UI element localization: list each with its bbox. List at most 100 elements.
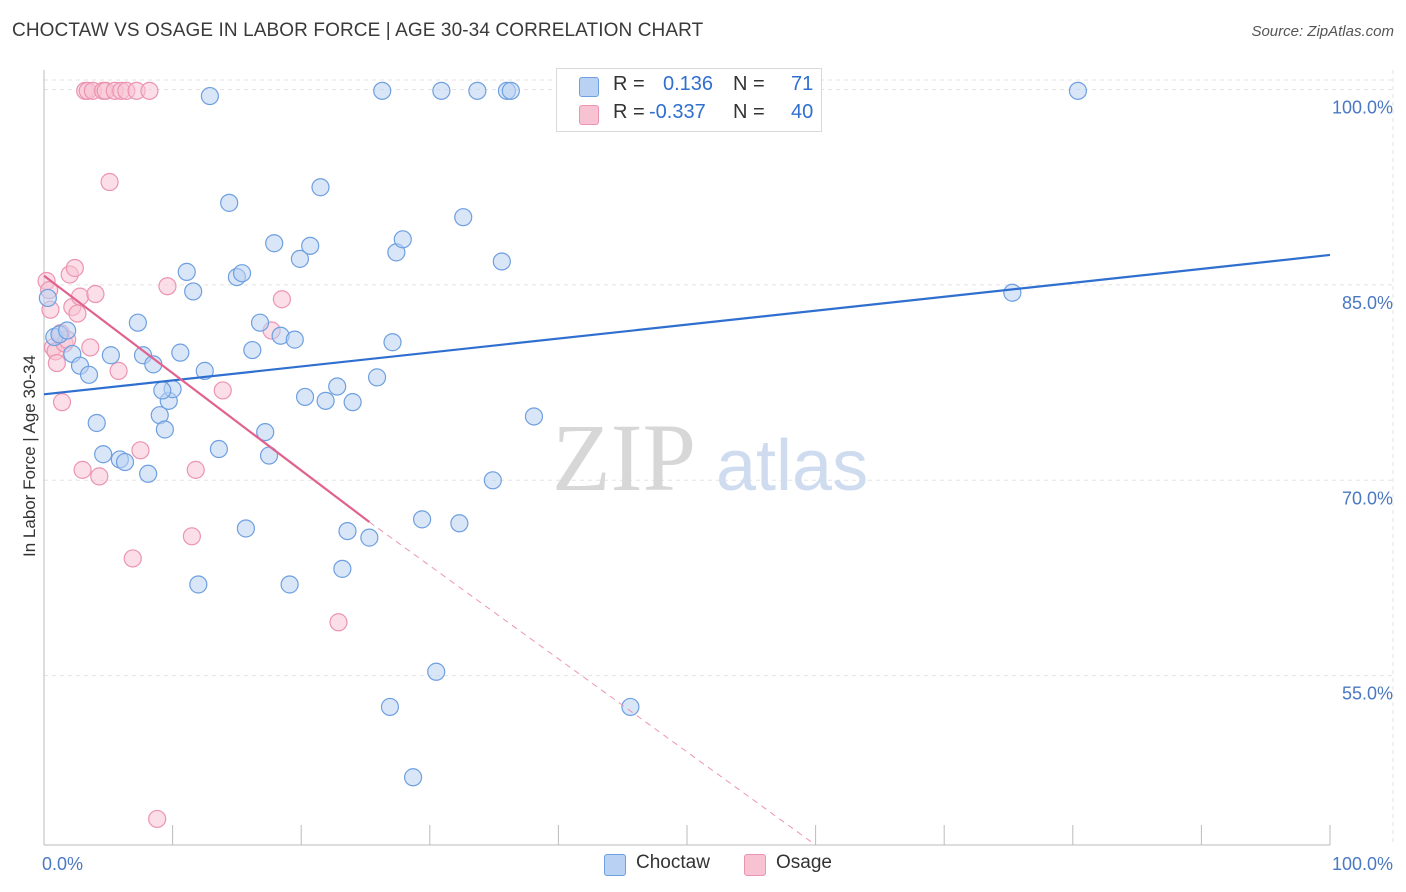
choctaw-point [367,368,387,387]
osage-point [148,809,167,829]
osage-point [68,304,87,323]
series-legend: Choctaw Osage [0,852,1406,880]
choctaw-point [311,178,330,197]
y-axis-title: In Labor Force | Age 30-34 [20,355,39,557]
choctaw-point [58,321,77,340]
y-tick-label: 55.0% [1342,684,1393,704]
choctaw-point [285,330,304,349]
legend-label-choctaw: Choctaw [636,852,710,873]
source-label: Source: ZipAtlas.com [1251,23,1394,40]
y-tick-label: 85.0% [1342,293,1393,313]
choctaw-point [492,252,511,271]
legend-n-label: N = [733,101,765,123]
legend-row-osage: R = -0.337 N = 40 [579,101,813,127]
axes [43,70,1331,846]
choctaw-point [412,510,432,529]
choctaw-point [393,230,412,249]
osage-point [65,258,84,278]
choctaw-point [79,365,99,384]
choctaw-point [432,81,451,100]
osage-point [123,549,142,568]
choctaw-point [343,393,362,412]
legend-n-value: 40 [791,101,814,123]
choctaw-point [139,464,158,483]
choctaw-point [38,288,57,308]
choctaw-point [256,423,275,442]
osage-swatch [579,105,599,125]
osage-point [47,353,66,373]
x-tick-label-min: 0.0% [42,854,83,874]
choctaw-point [380,697,400,717]
osage-point [213,381,232,400]
choctaw-point [236,519,256,538]
choctaw-point [333,559,352,578]
choctaw-point [1003,283,1022,302]
choctaw-point [177,262,196,281]
choctaw-point [1068,81,1088,100]
choctaw-points [38,81,1088,787]
watermark-zip: ZIP [552,404,696,511]
choctaw-point [87,413,106,433]
choctaw-point [483,471,502,490]
choctaw-point [128,313,147,332]
choctaw-point [94,445,113,464]
tick-labels: 55.0% 70.0% 85.0% 100.0% 0.0% 100.0% [42,98,1393,874]
correlation-legend: R = 0.136 N = 71 R = -0.337 N = 40 [556,68,822,132]
choctaw-point [280,575,299,594]
osage-point [86,284,105,304]
choctaw-point [250,313,270,332]
choctaw-point [454,208,473,227]
choctaw-point [403,768,423,787]
choctaw-point [450,514,469,533]
choctaw-point [383,333,402,352]
choctaw-trend-line [43,253,1331,396]
choctaw-point [328,377,347,396]
osage-point [100,172,119,192]
choctaw-point [316,391,335,410]
legend-n-label: N = [733,73,765,95]
choctaw-point [220,193,239,212]
osage-points [37,81,348,829]
y-tick-label: 100.0% [1332,98,1393,118]
choctaw-point [338,521,357,541]
chart-title: CHOCTAW VS OSAGE IN LABOR FORCE | AGE 30… [12,20,704,41]
osage-point [109,361,128,380]
watermark: ZIP atlas [552,404,868,511]
choctaw-point [153,381,172,400]
osage-trend-line [43,274,371,523]
choctaw-point [195,361,214,380]
choctaw-point [101,346,120,365]
choctaw-point [427,662,446,681]
choctaw-point [621,697,640,717]
osage-point [186,460,205,479]
osage-swatch [744,854,766,876]
osage-point [329,613,348,632]
choctaw-point [360,528,379,547]
choctaw-point [171,343,190,362]
osage-point [272,290,292,309]
y-tick-label: 70.0% [1342,488,1393,508]
choctaw-point [155,420,174,439]
legend-label-osage: Osage [776,852,832,873]
osage-point [158,277,177,296]
choctaw-point [373,81,392,100]
osage-point [182,527,201,546]
watermark-atlas: atlas [716,426,868,506]
legend-r-label: R = [613,101,645,123]
choctaw-point [468,81,487,100]
legend-r-label: R = [613,73,645,95]
osage-point [52,393,72,412]
choctaw-point [295,387,315,407]
choctaw-point [209,439,228,459]
choctaw-point [189,575,208,594]
osage-trend-extension [369,521,816,846]
choctaw-point [115,452,135,472]
choctaw-point [301,236,320,255]
choctaw-point [501,81,520,100]
legend-n-value: 71 [791,73,814,95]
choctaw-point [200,86,219,106]
choctaw-point [243,340,262,360]
choctaw-point [290,249,310,268]
choctaw-swatch [579,77,599,97]
